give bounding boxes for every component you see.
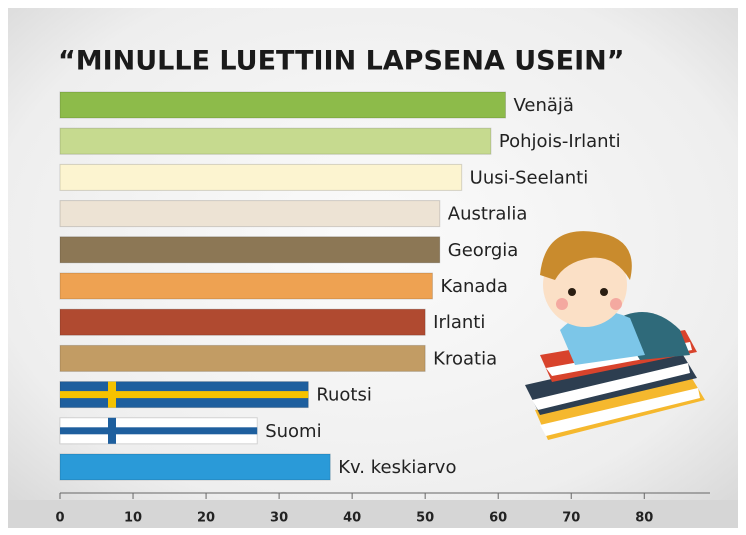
flag-cross — [60, 427, 258, 435]
x-tick-label: 50 — [416, 511, 434, 526]
chart-title: “MINULLE LUETTIIN LAPSENA USEIN” — [58, 46, 624, 77]
x-tick-label: 70 — [562, 511, 580, 526]
bar-label: Kroatia — [433, 348, 497, 369]
bar — [59, 127, 492, 155]
bar-label: Georgia — [448, 240, 519, 261]
x-tick-label: 10 — [124, 511, 142, 526]
bar — [59, 163, 463, 191]
bar-label: Kanada — [440, 276, 507, 297]
plot: 0 10 20 30 40 50 60 70 80 Venäjä Pohjois-Irlanti Uu… — [55, 91, 710, 526]
bar — [59, 344, 426, 372]
bar-label: Uusi-Seelanti — [470, 167, 589, 188]
x-tick-label: 60 — [489, 511, 507, 526]
bar — [59, 308, 426, 336]
bar — [59, 272, 433, 300]
bar — [59, 91, 507, 119]
flag-cross — [108, 381, 116, 408]
bar-label: Kv. keskiarvo — [338, 457, 456, 478]
axis-band — [8, 500, 738, 528]
bar-label: Ruotsi — [316, 385, 372, 406]
bar — [59, 236, 441, 264]
flag-cross — [60, 391, 309, 399]
illustration — [525, 231, 705, 440]
flag-cross — [108, 417, 116, 444]
bar-label: Suomi — [265, 421, 321, 442]
x-tick-label: 0 — [55, 511, 64, 526]
bar — [59, 200, 441, 228]
x-tick-label: 40 — [343, 511, 361, 526]
x-tick-label: 80 — [635, 511, 653, 526]
bar-label: Venäjä — [514, 95, 574, 116]
bar-label: Irlanti — [433, 312, 485, 333]
bar-label: Australia — [448, 204, 528, 225]
x-tick-label: 30 — [270, 511, 288, 526]
bar — [59, 453, 331, 481]
x-tick-label: 20 — [197, 511, 215, 526]
bar-label: Pohjois-Irlanti — [499, 131, 621, 152]
